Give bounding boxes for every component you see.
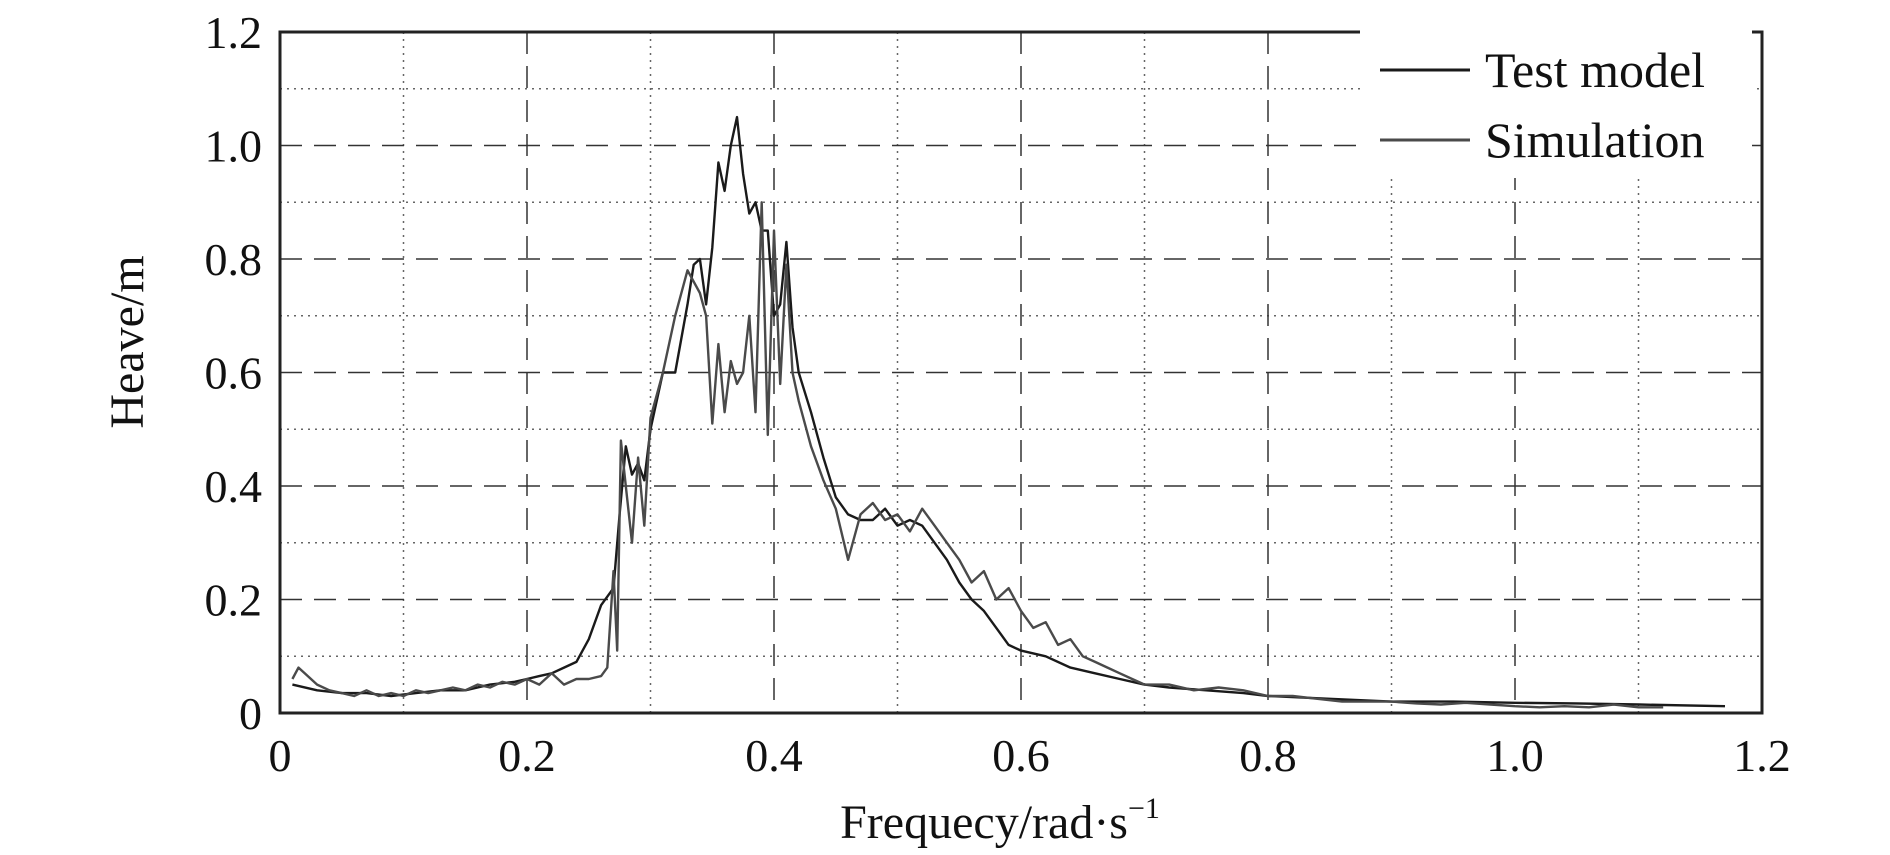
legend-background bbox=[1360, 28, 1752, 178]
y-tick-label: 0 bbox=[239, 688, 262, 739]
x-tick-label: 0.2 bbox=[498, 730, 556, 781]
y-tick-label: 0.4 bbox=[205, 461, 263, 512]
legend: Test model Simulation bbox=[1360, 28, 1752, 178]
x-axis-title-superscript: −1 bbox=[1128, 792, 1160, 825]
x-tick-label: 0.6 bbox=[992, 730, 1050, 781]
y-axis-title: Heave/m bbox=[101, 255, 154, 428]
x-tick-label: 1.0 bbox=[1486, 730, 1544, 781]
series-line-simulation bbox=[291, 201, 1664, 709]
x-tick-label: 0.4 bbox=[745, 730, 803, 781]
legend-label-simulation: Simulation bbox=[1485, 112, 1704, 168]
y-tick-label: 1.0 bbox=[205, 121, 263, 172]
y-tick-label: 0.2 bbox=[205, 575, 263, 626]
x-tick-label: 1.2 bbox=[1733, 730, 1791, 781]
x-axis-title: Frequecy/rad·s−1 bbox=[840, 792, 1160, 849]
y-tick-label: 0.6 bbox=[205, 348, 263, 399]
y-tick-label: 1.2 bbox=[205, 7, 263, 58]
x-tick-label: 0.8 bbox=[1239, 730, 1297, 781]
x-tick-label: 0 bbox=[269, 730, 292, 781]
series-lines bbox=[291, 115, 1726, 709]
y-tick-label: 0.8 bbox=[205, 234, 263, 285]
plot-frame bbox=[278, 30, 1764, 715]
legend-label-test-model: Test model bbox=[1485, 42, 1705, 98]
x-axis-tick-labels: 0 0.2 0.4 0.6 0.8 1.0 1.2 bbox=[269, 730, 1791, 781]
series-line-test-model bbox=[292, 115, 1726, 708]
y-axis-tick-labels: 0 0.2 0.4 0.6 0.8 1.0 1.2 bbox=[205, 7, 263, 739]
